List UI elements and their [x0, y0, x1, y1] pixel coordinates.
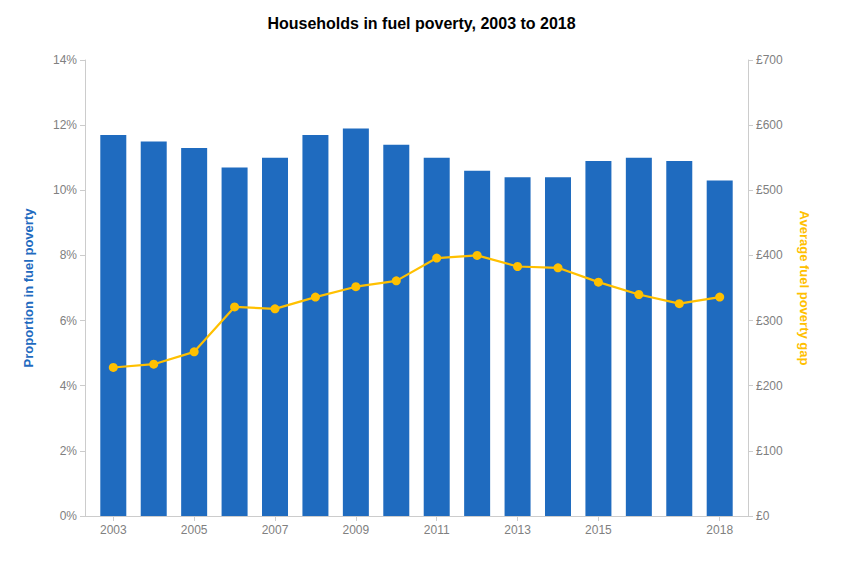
svg-text:Average fuel poverty gap: Average fuel poverty gap — [797, 211, 812, 366]
svg-text:2011: 2011 — [424, 523, 450, 537]
svg-text:8%: 8% — [60, 248, 78, 262]
svg-text:£0: £0 — [756, 509, 770, 523]
svg-text:£600: £600 — [756, 118, 783, 132]
svg-text:2015: 2015 — [585, 523, 612, 537]
svg-text:£300: £300 — [756, 314, 783, 328]
svg-text:2003: 2003 — [100, 523, 127, 537]
svg-text:12%: 12% — [53, 118, 77, 132]
svg-text:10%: 10% — [53, 183, 77, 197]
svg-text:4%: 4% — [60, 379, 78, 393]
svg-text:2018: 2018 — [706, 523, 733, 537]
svg-text:Proportion in fuel poverty: Proportion in fuel poverty — [21, 208, 36, 368]
svg-text:£700: £700 — [756, 53, 783, 67]
svg-text:14%: 14% — [53, 53, 77, 67]
svg-text:£400: £400 — [756, 248, 783, 262]
svg-text:2013: 2013 — [504, 523, 531, 537]
svg-text:2007: 2007 — [262, 523, 289, 537]
svg-text:£100: £100 — [756, 444, 783, 458]
svg-text:0%: 0% — [60, 509, 78, 523]
svg-text:2%: 2% — [60, 444, 78, 458]
svg-text:2009: 2009 — [343, 523, 370, 537]
svg-text:£200: £200 — [756, 379, 783, 393]
svg-text:2005: 2005 — [181, 523, 208, 537]
svg-text:6%: 6% — [60, 314, 78, 328]
svg-text:£500: £500 — [756, 183, 783, 197]
svg-text:Households in fuel poverty, 20: Households in fuel poverty, 2003 to 2018 — [267, 15, 575, 32]
